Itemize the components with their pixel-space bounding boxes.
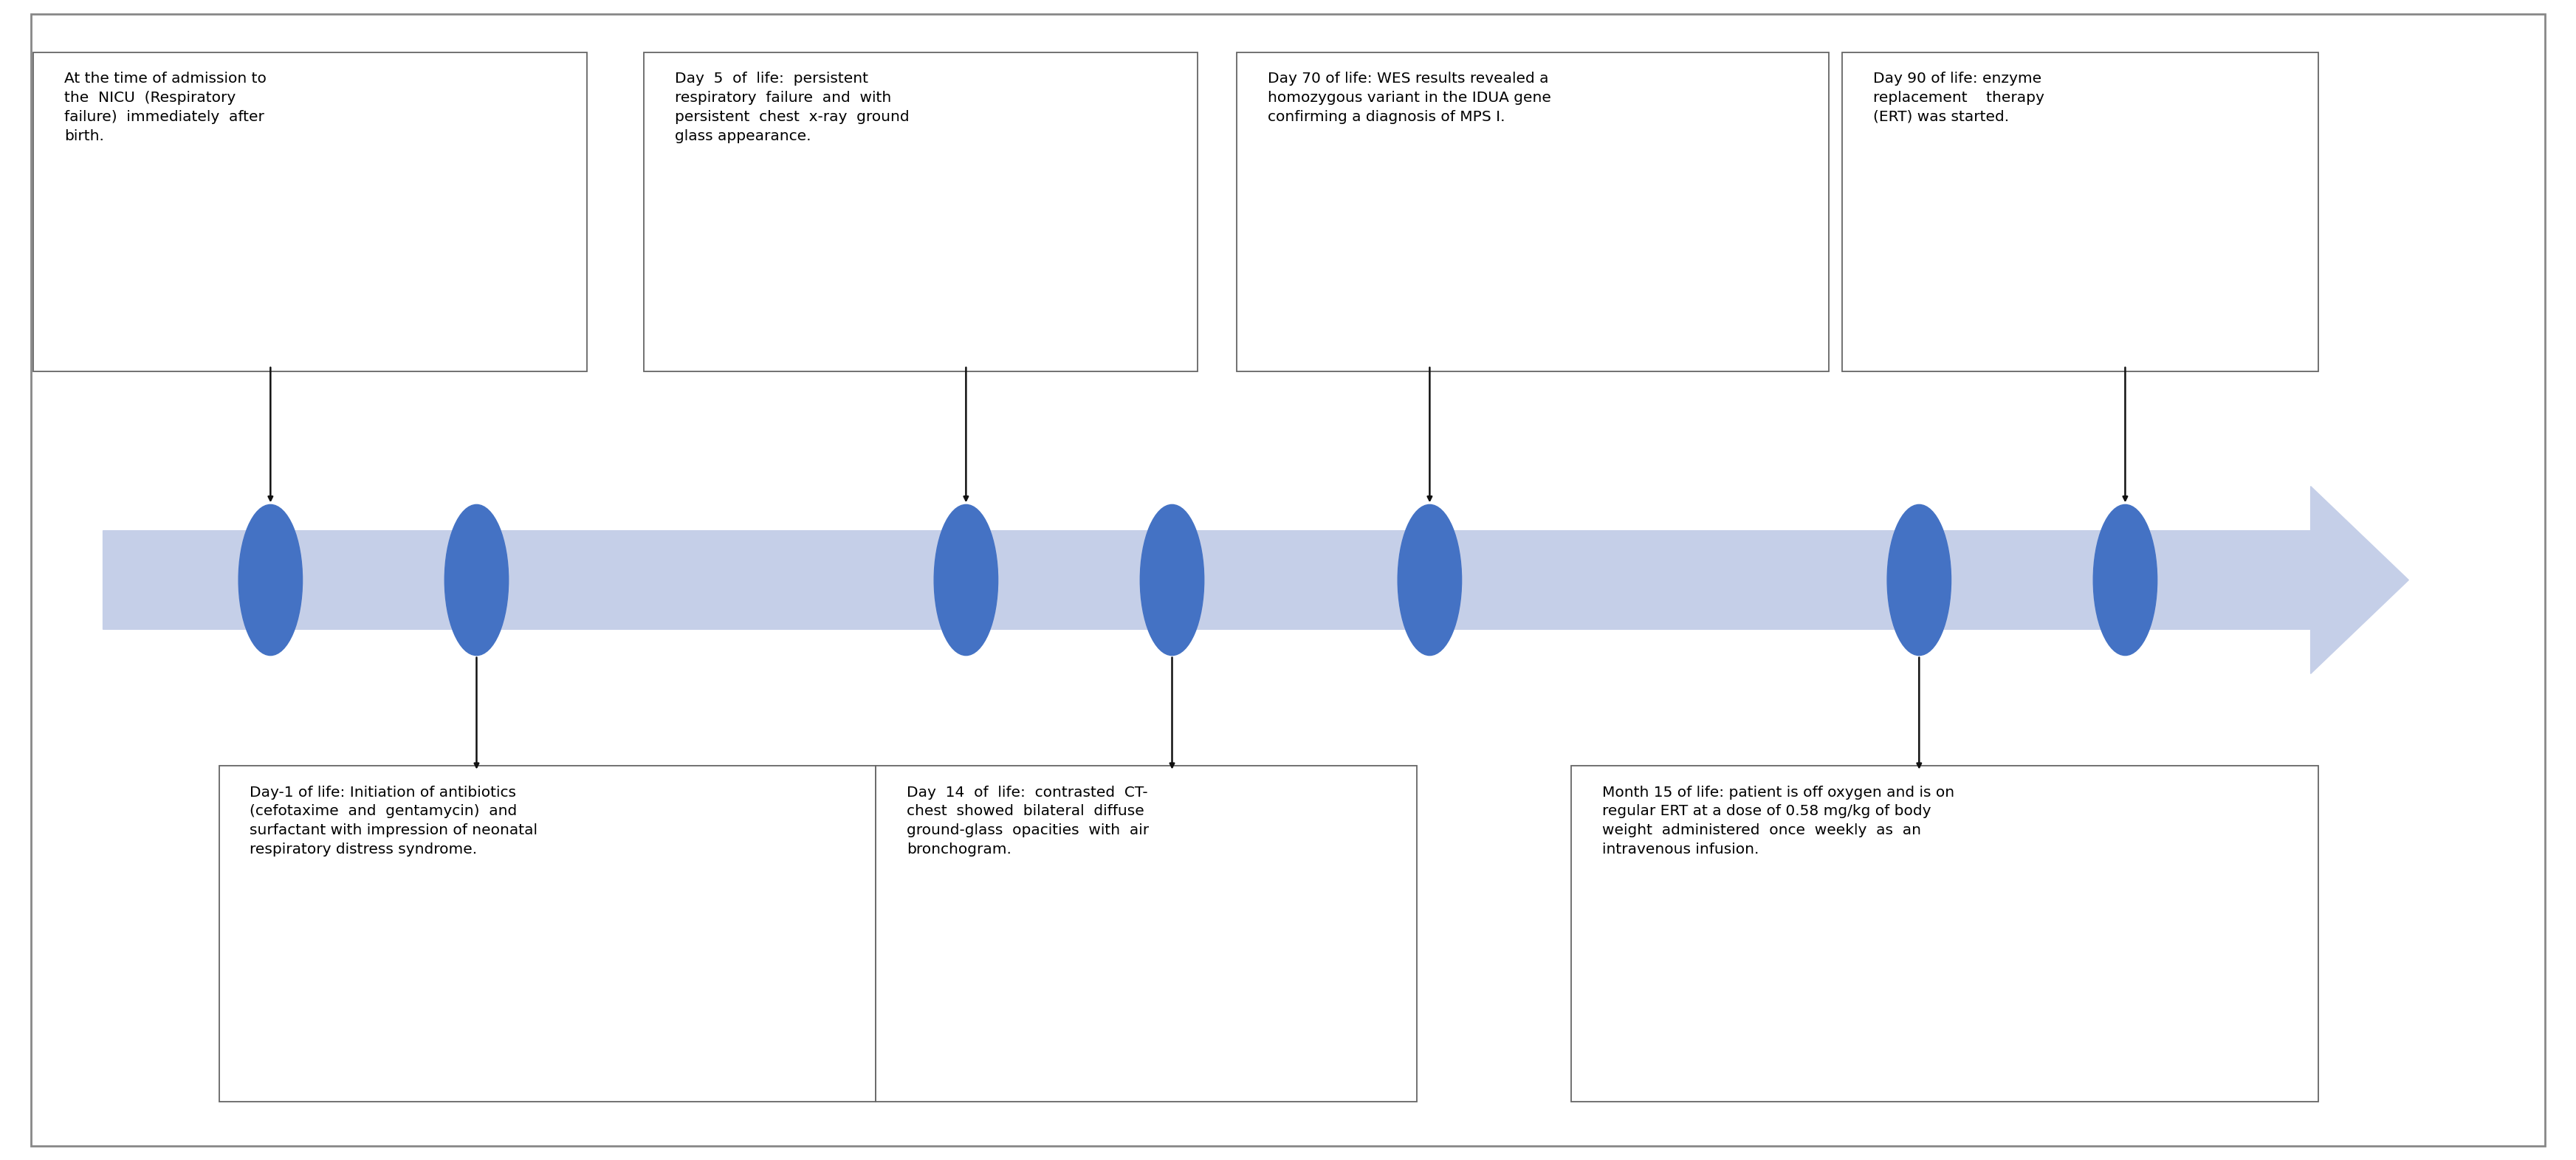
FancyBboxPatch shape	[31, 14, 2545, 1146]
Ellipse shape	[1141, 505, 1203, 655]
Text: At the time of admission to
the  NICU  (Respiratory
failure)  immediately  after: At the time of admission to the NICU (Re…	[64, 72, 265, 143]
Ellipse shape	[1888, 505, 1950, 655]
FancyBboxPatch shape	[219, 766, 876, 1102]
FancyArrow shape	[103, 486, 2409, 674]
FancyBboxPatch shape	[644, 52, 1198, 371]
Text: Day-1 of life: Initiation of antibiotics
(cefotaxime  and  gentamycin)  and
surf: Day-1 of life: Initiation of antibiotics…	[250, 785, 538, 856]
FancyBboxPatch shape	[1842, 52, 2318, 371]
Ellipse shape	[2094, 505, 2156, 655]
Text: Day 90 of life: enzyme
replacement    therapy
(ERT) was started.: Day 90 of life: enzyme replacement thera…	[1873, 72, 2043, 124]
FancyBboxPatch shape	[1571, 766, 2318, 1102]
Ellipse shape	[1399, 505, 1461, 655]
FancyBboxPatch shape	[1236, 52, 1829, 371]
Text: Day  5  of  life:  persistent
respiratory  failure  and  with
persistent  chest : Day 5 of life: persistent respiratory fa…	[675, 72, 909, 143]
Text: Month 15 of life: patient is off oxygen and is on
regular ERT at a dose of 0.58 : Month 15 of life: patient is off oxygen …	[1602, 785, 1955, 856]
Ellipse shape	[240, 505, 301, 655]
Text: Day  14  of  life:  contrasted  CT-
chest  showed  bilateral  diffuse
ground-gla: Day 14 of life: contrasted CT- chest sho…	[907, 785, 1149, 856]
FancyBboxPatch shape	[33, 52, 587, 371]
Ellipse shape	[446, 505, 507, 655]
FancyBboxPatch shape	[876, 766, 1417, 1102]
Text: Day 70 of life: WES results revealed a
homozygous variant in the IDUA gene
confi: Day 70 of life: WES results revealed a h…	[1267, 72, 1551, 124]
Ellipse shape	[935, 505, 997, 655]
